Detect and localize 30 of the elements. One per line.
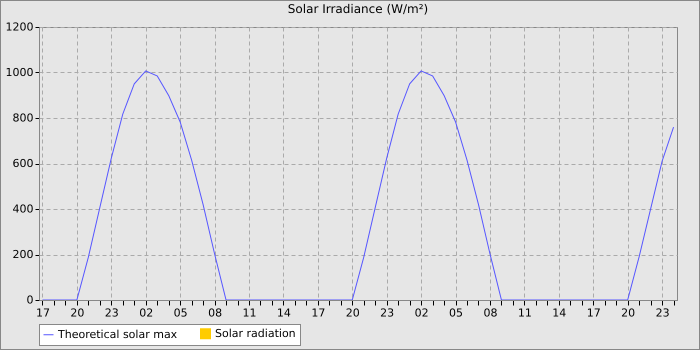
- x-tick-label: 08: [208, 306, 222, 320]
- x-tick-label: 14: [276, 306, 291, 320]
- x-tick-label: 14: [552, 306, 566, 320]
- x-tick-label: 02: [139, 306, 154, 320]
- y-tick-label: 0: [26, 294, 34, 306]
- chart-title: Solar Irradiance (W/m²): [288, 2, 428, 16]
- x-tick-label: 11: [242, 306, 256, 320]
- x-tick-label: 08: [483, 306, 498, 320]
- y-tick-label: 800: [12, 112, 34, 124]
- x-tick-label: 20: [70, 306, 84, 320]
- x-tick-label: 20: [346, 306, 360, 320]
- x-tick-label: 17: [36, 306, 50, 320]
- y-tick-label: 400: [12, 202, 34, 216]
- x-tick-label: 23: [656, 306, 670, 320]
- y-tick-label: 1000: [6, 66, 34, 79]
- y-tick-label: 1200: [6, 20, 34, 34]
- line-series: [42, 70, 674, 300]
- x-tick-label: 17: [311, 306, 326, 320]
- x-tick-label: 05: [449, 306, 464, 320]
- x-tick-label: 23: [104, 306, 119, 320]
- x-tick-label: 23: [380, 306, 394, 320]
- x-tick-label: 20: [621, 306, 636, 320]
- legend-label: Solar radiation: [215, 326, 296, 340]
- y-tick-label: 200: [12, 248, 34, 261]
- x-tick-label: 02: [414, 306, 429, 320]
- y-tick-label: 600: [12, 157, 34, 170]
- legend-label: Theoretical solar max: [57, 328, 178, 341]
- x-tick-label: 17: [586, 306, 601, 320]
- x-tick-label: 11: [518, 306, 532, 320]
- x-tick-label: 05: [174, 306, 188, 320]
